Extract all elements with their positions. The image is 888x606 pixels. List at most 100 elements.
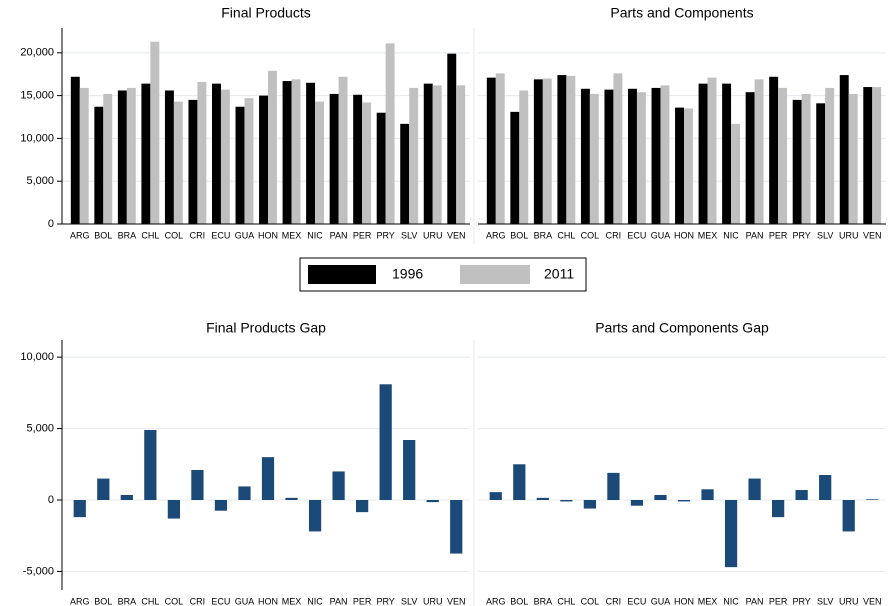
x-tick-label: PAN bbox=[330, 230, 348, 240]
bar bbox=[724, 500, 738, 568]
x-tick-label: CRI bbox=[190, 596, 206, 606]
bar bbox=[872, 87, 882, 225]
bar bbox=[164, 90, 174, 224]
x-tick-label: SLV bbox=[817, 596, 833, 606]
x-tick-label: COL bbox=[165, 596, 184, 606]
bar bbox=[385, 43, 395, 224]
bar bbox=[748, 478, 761, 500]
bar bbox=[214, 500, 228, 511]
bar bbox=[144, 430, 157, 500]
bar bbox=[409, 87, 419, 225]
x-tick-label: ARG bbox=[486, 230, 506, 240]
x-tick-label: NIC bbox=[307, 230, 323, 240]
x-tick-label: PRY bbox=[376, 230, 394, 240]
bar bbox=[188, 99, 198, 224]
x-tick-label: BRA bbox=[118, 596, 137, 606]
x-tick-label: URU bbox=[423, 230, 443, 240]
x-tick-label: MEX bbox=[282, 230, 302, 240]
bar bbox=[238, 486, 251, 500]
bar bbox=[495, 73, 505, 224]
bar bbox=[519, 90, 529, 224]
bar bbox=[308, 500, 322, 532]
bar bbox=[212, 83, 221, 225]
x-tick-label: PAN bbox=[330, 596, 348, 606]
bar bbox=[722, 83, 732, 225]
bar bbox=[489, 492, 502, 500]
bar bbox=[403, 440, 416, 500]
bar bbox=[150, 41, 160, 225]
x-tick-label: BOL bbox=[94, 230, 112, 240]
bar bbox=[754, 79, 764, 224]
bar bbox=[306, 82, 316, 225]
bar bbox=[613, 73, 623, 224]
bar bbox=[285, 497, 298, 500]
x-tick-label: CHL bbox=[141, 230, 159, 240]
bar bbox=[816, 103, 826, 224]
bar bbox=[173, 101, 183, 224]
bar bbox=[120, 495, 133, 500]
x-tick-label: HON bbox=[674, 230, 694, 240]
bar bbox=[769, 76, 779, 224]
x-tick-label: BOL bbox=[94, 596, 112, 606]
y-tick-label: 20,000 bbox=[20, 47, 54, 59]
legend-swatch bbox=[460, 265, 530, 284]
bar bbox=[426, 500, 439, 503]
x-tick-label: SLV bbox=[401, 230, 417, 240]
x-tick-label: ECU bbox=[627, 230, 646, 240]
x-tick-label: HON bbox=[258, 596, 278, 606]
panel-title: Parts and Components Gap bbox=[595, 320, 769, 336]
x-tick-label: PRY bbox=[376, 596, 394, 606]
bar bbox=[329, 93, 339, 224]
x-tick-label: BOL bbox=[510, 596, 528, 606]
bar bbox=[376, 112, 386, 224]
x-tick-label: CHL bbox=[557, 596, 575, 606]
bar bbox=[447, 53, 457, 225]
bar bbox=[400, 123, 410, 224]
bar bbox=[651, 87, 661, 225]
bar bbox=[866, 499, 879, 500]
x-tick-label: COL bbox=[165, 230, 184, 240]
bar bbox=[338, 76, 348, 224]
x-tick-label: PER bbox=[353, 230, 372, 240]
x-tick-label: URU bbox=[839, 230, 859, 240]
bar bbox=[566, 75, 576, 224]
bar bbox=[456, 85, 466, 225]
bar bbox=[542, 78, 552, 224]
x-tick-label: ECU bbox=[211, 230, 230, 240]
x-tick-label: NIC bbox=[307, 596, 323, 606]
x-tick-label: BRA bbox=[534, 230, 553, 240]
bar bbox=[848, 93, 858, 224]
bar bbox=[604, 89, 614, 224]
bar bbox=[356, 500, 369, 513]
panel-title: Final Products bbox=[221, 5, 310, 21]
bar bbox=[560, 500, 573, 502]
x-tick-label: CHL bbox=[557, 230, 575, 240]
y-tick-label: 5,000 bbox=[26, 422, 54, 434]
x-tick-label: MEX bbox=[698, 596, 718, 606]
x-tick-label: PAN bbox=[746, 230, 764, 240]
bar bbox=[450, 500, 463, 554]
bar bbox=[675, 107, 684, 224]
x-tick-label: HON bbox=[258, 230, 278, 240]
x-tick-label: ECU bbox=[211, 596, 230, 606]
x-tick-label: MEX bbox=[698, 230, 718, 240]
bar bbox=[795, 490, 808, 500]
bar bbox=[486, 77, 496, 224]
bar bbox=[291, 79, 301, 224]
y-tick-label: 0 bbox=[48, 218, 54, 230]
x-tick-label: URU bbox=[839, 596, 859, 606]
x-tick-label: SLV bbox=[401, 596, 417, 606]
x-tick-label: GUA bbox=[651, 230, 671, 240]
bar bbox=[510, 111, 520, 224]
x-tick-label: BRA bbox=[534, 596, 553, 606]
bar bbox=[583, 500, 596, 509]
bar bbox=[513, 464, 526, 500]
y-tick-label: 10,000 bbox=[20, 132, 54, 144]
bar bbox=[103, 93, 113, 224]
bar bbox=[698, 83, 708, 225]
y-tick-label: 5,000 bbox=[26, 175, 54, 187]
bar bbox=[701, 489, 714, 500]
bar bbox=[191, 470, 204, 500]
panel-title: Final Products Gap bbox=[206, 320, 326, 336]
bar bbox=[533, 79, 543, 224]
